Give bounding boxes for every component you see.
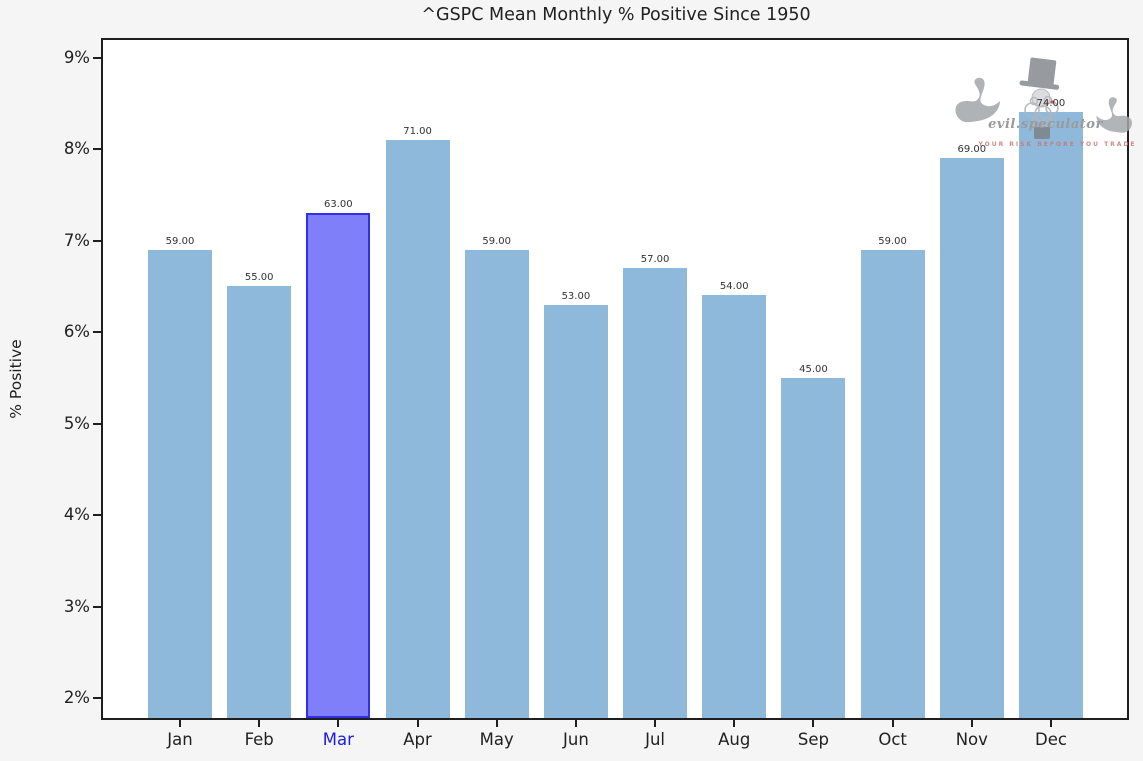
bar-value-label: 59.00 (482, 235, 512, 247)
y-axis-label: % Positive (7, 339, 25, 419)
x-tick-label-nov: Nov (955, 730, 988, 749)
y-tick-mark (93, 148, 102, 150)
bar-value-label: 71.00 (403, 125, 432, 137)
bar-may (464, 249, 529, 718)
y-tick-label: 8% (63, 139, 90, 158)
y-tick-label: 9% (63, 47, 90, 67)
bar-sep (781, 377, 846, 718)
x-tick-label-feb: Feb (244, 730, 274, 749)
x-tick-label-jun: Jun (563, 730, 589, 749)
x-tick-label-sep: Sep (797, 730, 829, 749)
x-tick-label-jul: Jul (645, 730, 666, 749)
y-tick-label: 5% (63, 413, 90, 433)
bar-value-label: 53.00 (561, 290, 591, 302)
y-tick-mark (93, 422, 102, 425)
bar-value-label: 54.00 (719, 281, 749, 293)
x-tick-mark (574, 720, 577, 727)
bar-oct (860, 249, 925, 718)
x-tick-label-jan: Jan (167, 730, 193, 749)
y-tick-mark (93, 239, 102, 242)
bar-value-label: 69.00 (957, 144, 987, 156)
x-tick-mark (416, 720, 419, 727)
bar-value-label: 55.00 (244, 272, 274, 284)
x-tick-mark (495, 720, 498, 727)
bar-feb (227, 286, 292, 718)
y-tick-mark (93, 514, 102, 516)
x-tick-mark (733, 720, 736, 727)
x-tick-mark (258, 720, 261, 727)
bar-value-label: 57.00 (640, 253, 670, 265)
bar-value-label: 63.00 (324, 199, 353, 211)
bar-value-label: 74.00 (1036, 98, 1066, 110)
y-tick-mark (93, 331, 102, 333)
bar-value-label: 59.00 (878, 235, 907, 247)
bar-jun (543, 304, 608, 718)
bar-value-label: 59.00 (165, 235, 195, 247)
bar-apr (385, 139, 450, 718)
x-tick-mark (970, 720, 973, 727)
y-tick-label: 3% (63, 596, 90, 616)
x-tick-label-dec: Dec (1035, 730, 1067, 749)
y-tick-label: 7% (63, 230, 90, 250)
y-tick-mark (93, 697, 102, 699)
x-tick-mark (654, 720, 657, 727)
bar-value-label: 45.00 (799, 363, 828, 375)
bar-aug (702, 295, 767, 718)
y-tick-label: 2% (63, 688, 90, 707)
x-tick-label-oct: Oct (878, 730, 907, 749)
bar-jul (623, 267, 688, 718)
bar-nov (939, 158, 1004, 718)
y-tick-mark (93, 605, 102, 608)
x-tick-mark (337, 720, 340, 727)
x-tick-mark (812, 720, 815, 727)
chart-title: ^GSPC Mean Monthly % Positive Since 1950 (421, 5, 811, 25)
x-tick-mark (1049, 720, 1052, 727)
x-tick-mark (179, 720, 181, 727)
x-tick-label-mar: Mar (322, 730, 354, 749)
bar-dec (1018, 112, 1083, 718)
y-tick-label: 4% (63, 505, 90, 524)
bar-mar-highlighted (306, 213, 371, 718)
y-tick-mark (93, 56, 102, 59)
y-tick-label: 6% (63, 322, 90, 341)
x-tick-label-aug: Aug (718, 730, 751, 749)
x-tick-label-apr: Apr (403, 730, 432, 749)
x-tick-label-may: May (479, 730, 514, 749)
x-tick-mark (891, 720, 894, 727)
bar-jan (148, 249, 212, 718)
